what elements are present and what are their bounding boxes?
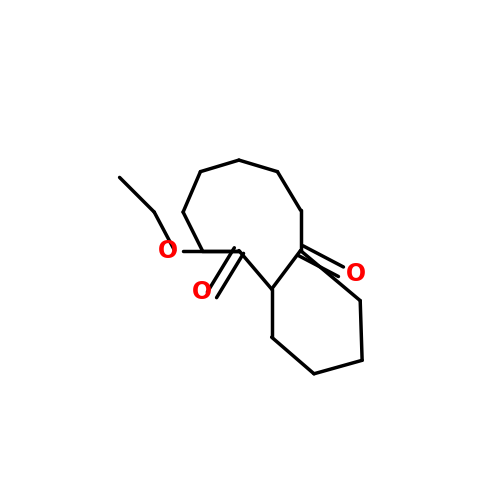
Text: O: O [192,280,212,304]
Text: O: O [158,238,178,262]
Text: O: O [346,262,366,285]
